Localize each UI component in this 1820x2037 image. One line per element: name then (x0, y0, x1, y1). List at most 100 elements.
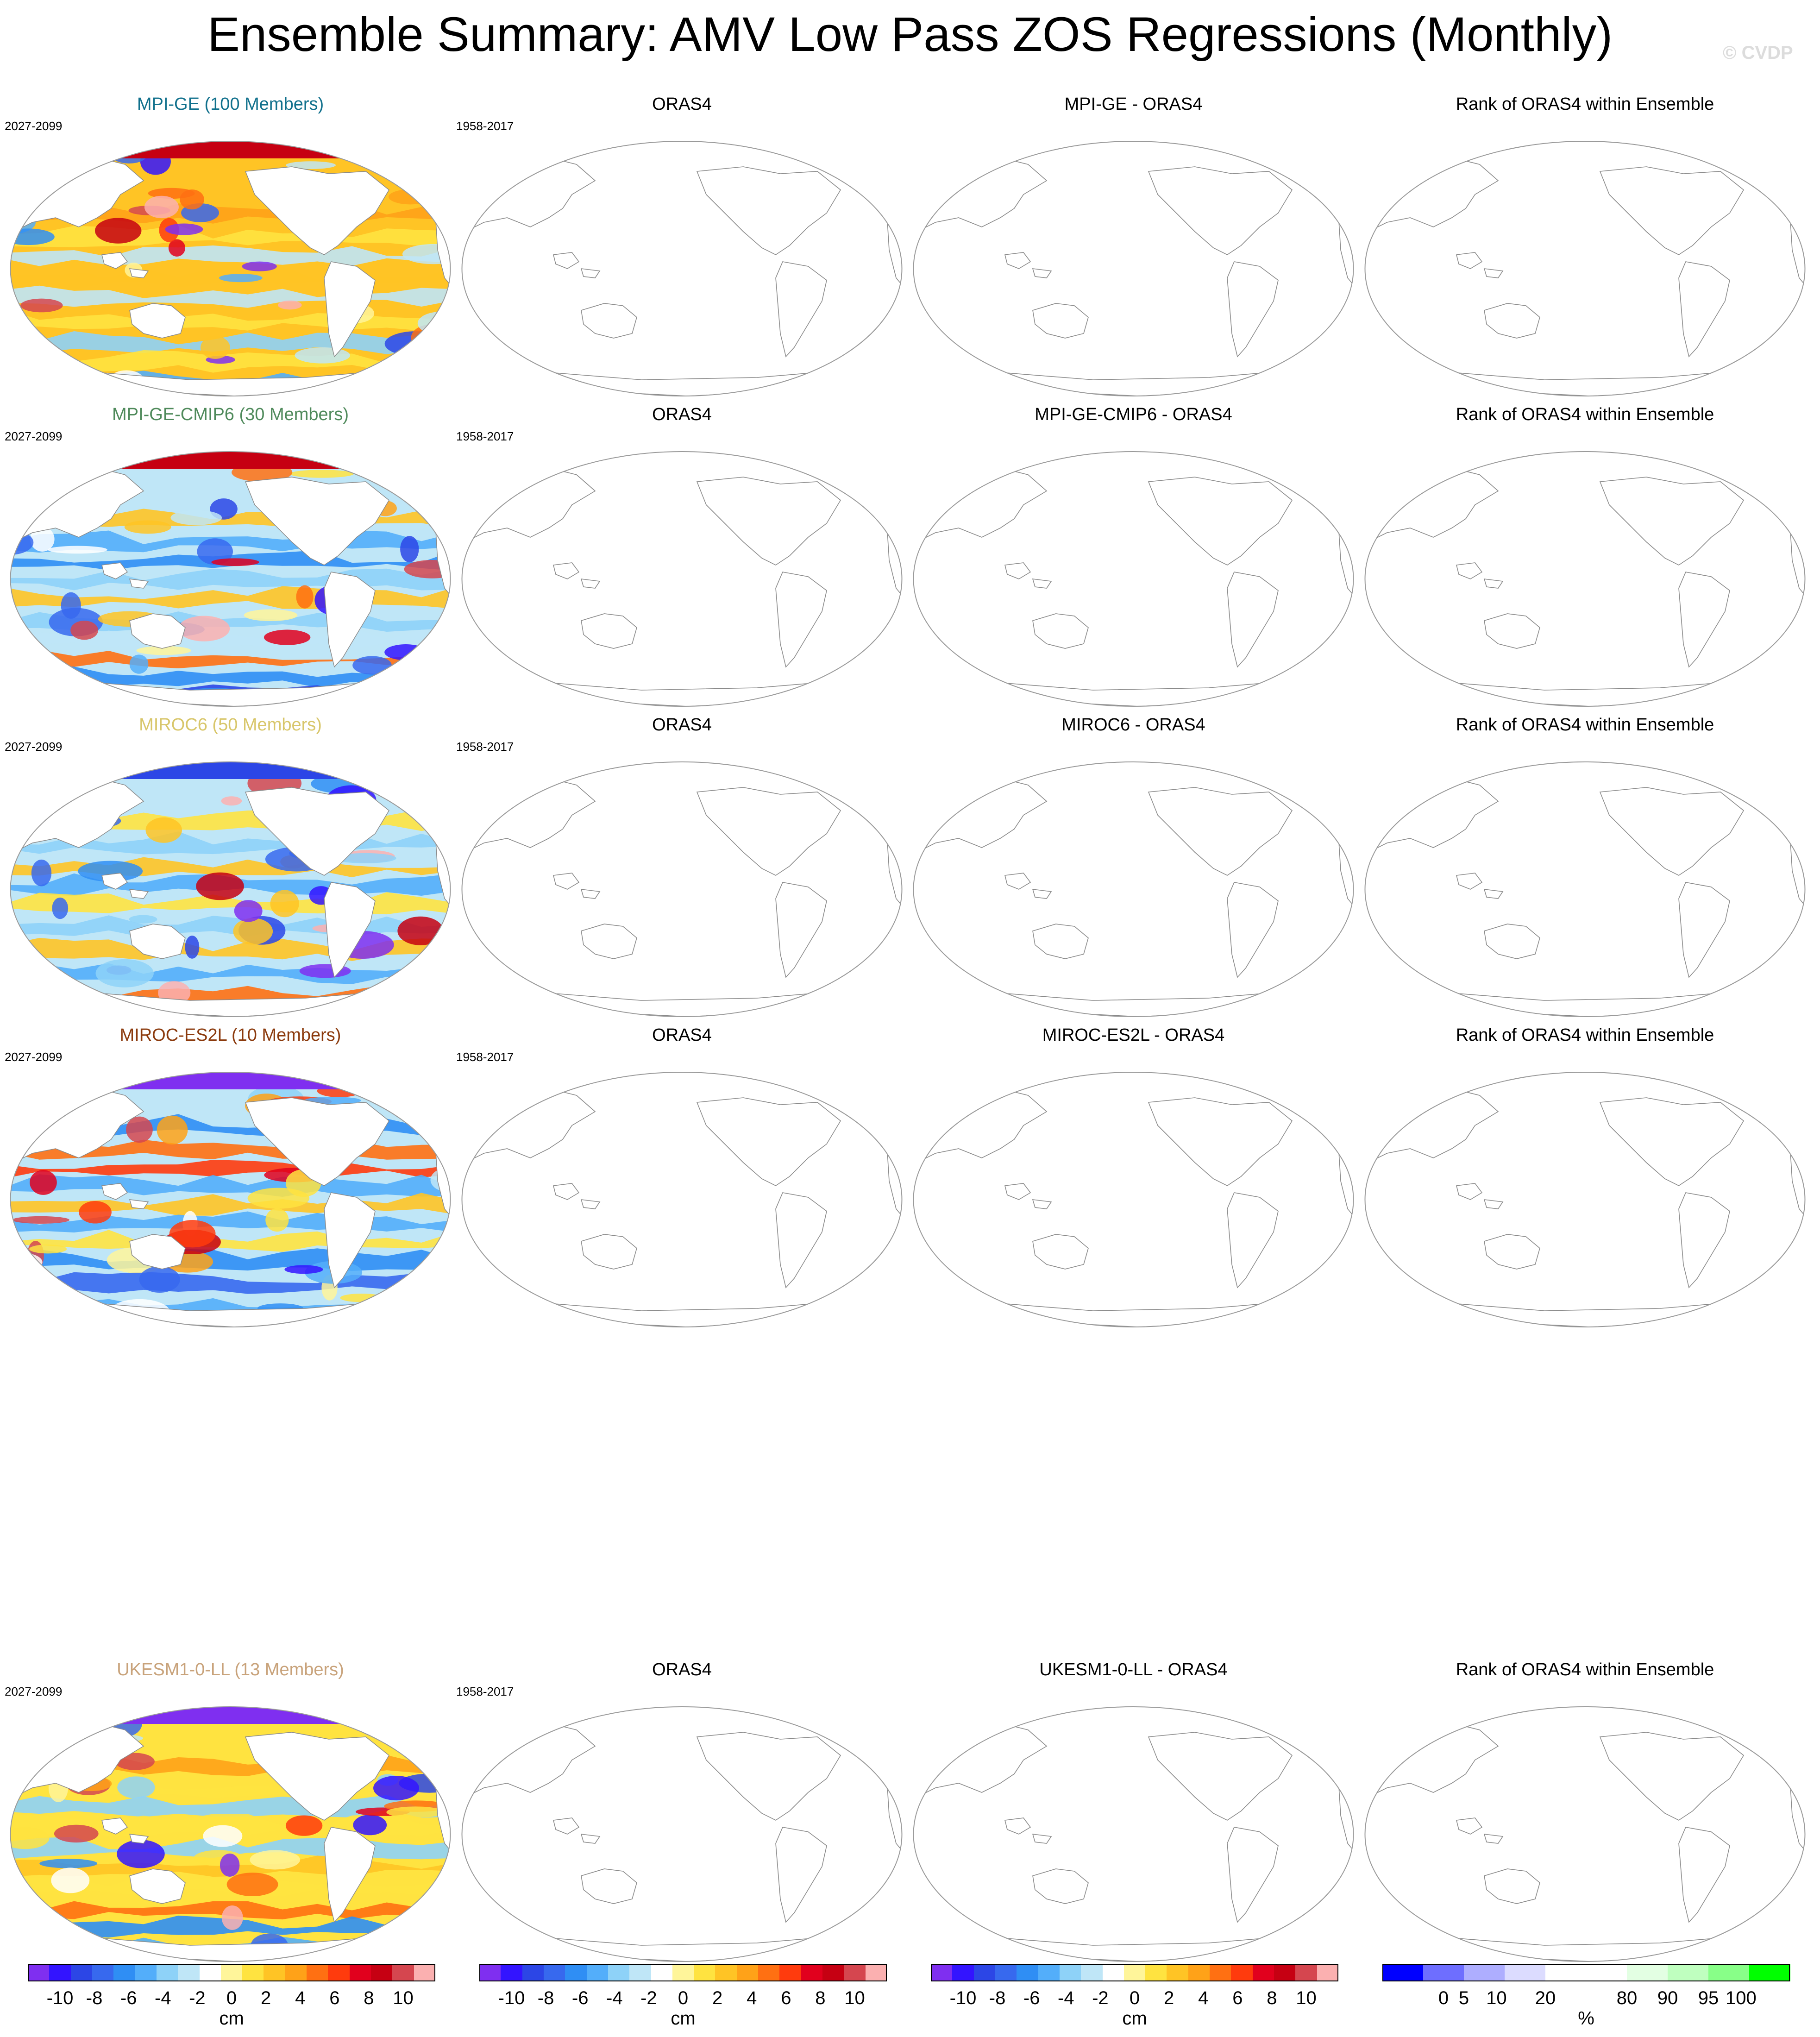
map-panel: ORAS4 1958-2017 (456, 403, 908, 709)
watermark: © CVDP (1723, 43, 1793, 63)
continent-shape (383, 1720, 422, 1747)
field-blob (384, 644, 427, 660)
colorbar-tick-label: 10 (393, 1988, 414, 2008)
page-title: Ensemble Summary: AMV Low Pass ZOS Regre… (207, 7, 1613, 62)
colorbar-swatch (522, 1964, 544, 1981)
map-border (1364, 451, 1806, 707)
field-band (10, 1297, 451, 1318)
coastline (835, 1086, 874, 1112)
colorbar-tick-label: -10 (498, 1988, 525, 2008)
field-blob (144, 195, 179, 219)
field-blob (129, 654, 149, 674)
period-label: 2027-2099 (5, 1685, 63, 1698)
coastline (1148, 1097, 1293, 1186)
map-panel: MPI-GE-CMIP6 - ORAS4 (908, 403, 1359, 709)
field-blob (203, 1825, 243, 1847)
coastline (524, 1934, 851, 1962)
world-map (461, 451, 903, 707)
coastline (775, 261, 827, 358)
continent-shape (324, 1827, 376, 1923)
colorbar-tick-label: -6 (571, 1988, 589, 2008)
coastlines (913, 155, 1354, 396)
rank-colorbar: 0 5 10 20 80 90 95 100% (1382, 1964, 1790, 2029)
coastline (1365, 465, 1499, 542)
coastline (1032, 613, 1089, 649)
coastline (1148, 477, 1293, 566)
coastline (1004, 562, 1031, 579)
world-map (1364, 1706, 1806, 1962)
colorbar-tick-label: -8 (86, 1988, 103, 2008)
coastline (1483, 1834, 1504, 1844)
coastlines (462, 775, 902, 1017)
map-border (10, 761, 451, 1017)
map-panel: ORAS4 1958-2017 (456, 713, 908, 1019)
coastline (1227, 882, 1279, 978)
coastlines (1365, 1720, 1805, 1962)
coastline (1287, 1086, 1325, 1112)
field-blob (170, 510, 222, 525)
colorbar-tick-label: -4 (154, 1988, 171, 2008)
coastline (581, 1234, 637, 1270)
colorbar-swatch (178, 1964, 200, 1981)
continent-shape (324, 261, 376, 358)
field-blob (211, 558, 259, 566)
coastline (1427, 989, 1754, 1017)
continent-shape (245, 787, 389, 876)
arctic-band (10, 1072, 451, 1089)
coastline (1032, 889, 1052, 899)
coastline (835, 1720, 874, 1747)
field-blob (30, 1170, 57, 1195)
coastline (524, 679, 851, 706)
field-blob (389, 189, 433, 205)
coastline (1483, 578, 1504, 589)
coastline (775, 1192, 827, 1289)
colorbar-swatch (844, 1964, 866, 1981)
map-border (913, 1072, 1354, 1327)
coastline (1032, 578, 1052, 589)
map-panel: MIROC-ES2L - ORAS4 (908, 1024, 1359, 1329)
world-map (913, 1072, 1354, 1327)
coastline (553, 252, 580, 269)
coastline (913, 155, 1048, 232)
colorbar-swatch (1505, 1964, 1546, 1981)
coastlines (913, 775, 1354, 1017)
arctic-band (10, 762, 451, 779)
field-blob (418, 1909, 451, 1939)
field-blob (422, 1308, 437, 1319)
field-blob (265, 1208, 289, 1232)
map-panel: MPI-GE (100 Members) 2027-2099 (5, 93, 456, 398)
coastline (553, 1183, 580, 1200)
map-border (913, 141, 1354, 396)
coastline (1484, 303, 1540, 339)
field-blob (409, 1738, 451, 1758)
period-label: 1958-2017 (456, 1685, 514, 1698)
field-blob (10, 688, 45, 698)
colorbar-tick-label: 2 (1163, 1988, 1174, 2008)
panel-title: UKESM1-0-LL - ORAS4 (1039, 1660, 1228, 1679)
continent-shape (129, 1199, 149, 1209)
colorbar-tick-label: 100 (1726, 1988, 1757, 2008)
colorbar-swatch (501, 1964, 523, 1981)
regression-field (10, 1707, 451, 1962)
colorbar-tick-label: -10 (949, 1988, 977, 2008)
coastline (1483, 268, 1504, 278)
coastline (1483, 889, 1504, 899)
colorbar-swatch (608, 1964, 630, 1981)
field-blob (145, 817, 182, 843)
panel-title: Rank of ORAS4 within Ensemble (1456, 1660, 1714, 1679)
coastlines (462, 155, 902, 396)
colorbar-tick-label: 0 (1129, 1988, 1140, 2008)
panel-title: MIROC-ES2L (10 Members) (119, 1025, 341, 1045)
field-blob (55, 1305, 111, 1315)
coastlines (913, 1720, 1354, 1962)
panel-title: MPI-GE-CMIP6 - ORAS4 (1035, 405, 1232, 424)
field-blob (201, 336, 230, 359)
colorbar-swatch (1274, 1964, 1296, 1981)
field-blob (10, 998, 42, 1008)
panel-title: MPI-GE - ORAS4 (1064, 94, 1203, 114)
world-map (1364, 761, 1806, 1017)
map-panel: Rank of ORAS4 within Ensemble (1359, 1024, 1811, 1329)
period-label: 1958-2017 (456, 119, 514, 133)
coastline (1365, 1720, 1499, 1798)
field-blob (352, 656, 392, 675)
